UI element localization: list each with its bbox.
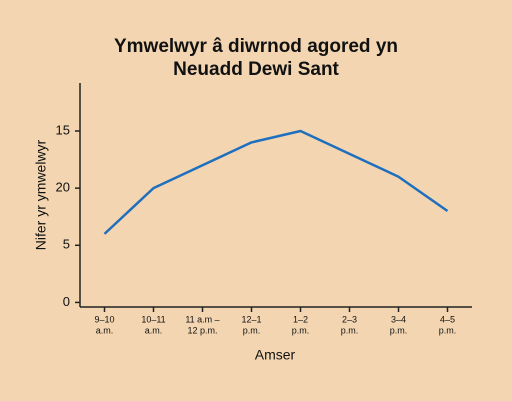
- x-tick-label: a.m.: [96, 325, 114, 335]
- y-tick-label: 15: [56, 122, 70, 137]
- x-tick-label: 4–5: [440, 314, 455, 324]
- x-tick-label: 1–2: [293, 314, 308, 324]
- x-tick-label: 2–3: [342, 314, 357, 324]
- x-tick-label: 12 p.m.: [187, 325, 217, 335]
- x-tick-label: 9–10: [94, 314, 114, 324]
- x-tick-label: 11 a.m –: [185, 314, 219, 324]
- y-tick-label: 5: [63, 237, 70, 252]
- x-axis-label: Amser: [255, 347, 296, 363]
- x-tick-label: p.m.: [390, 325, 408, 335]
- x-tick-label: 3–4: [391, 314, 406, 324]
- x-tick-label: p.m.: [439, 325, 457, 335]
- y-axis-label: Nifer yr ymwelwyr: [33, 139, 49, 250]
- x-tick-label: p.m.: [292, 325, 310, 335]
- x-tick-label: p.m.: [341, 325, 359, 335]
- chart-title: Ymwelwyr â diwrnod agored yn: [114, 36, 398, 57]
- y-tick-label: 20: [56, 180, 70, 195]
- y-tick-label: 0: [63, 294, 70, 309]
- x-tick-label: 12–1: [241, 314, 261, 324]
- chart-title: Neuadd Dewi Sant: [173, 59, 339, 80]
- x-tick-label: a.m.: [145, 325, 163, 335]
- x-tick-label: p.m.: [243, 325, 261, 335]
- x-tick-label: 10–11: [141, 314, 165, 324]
- line: [103, 129, 449, 235]
